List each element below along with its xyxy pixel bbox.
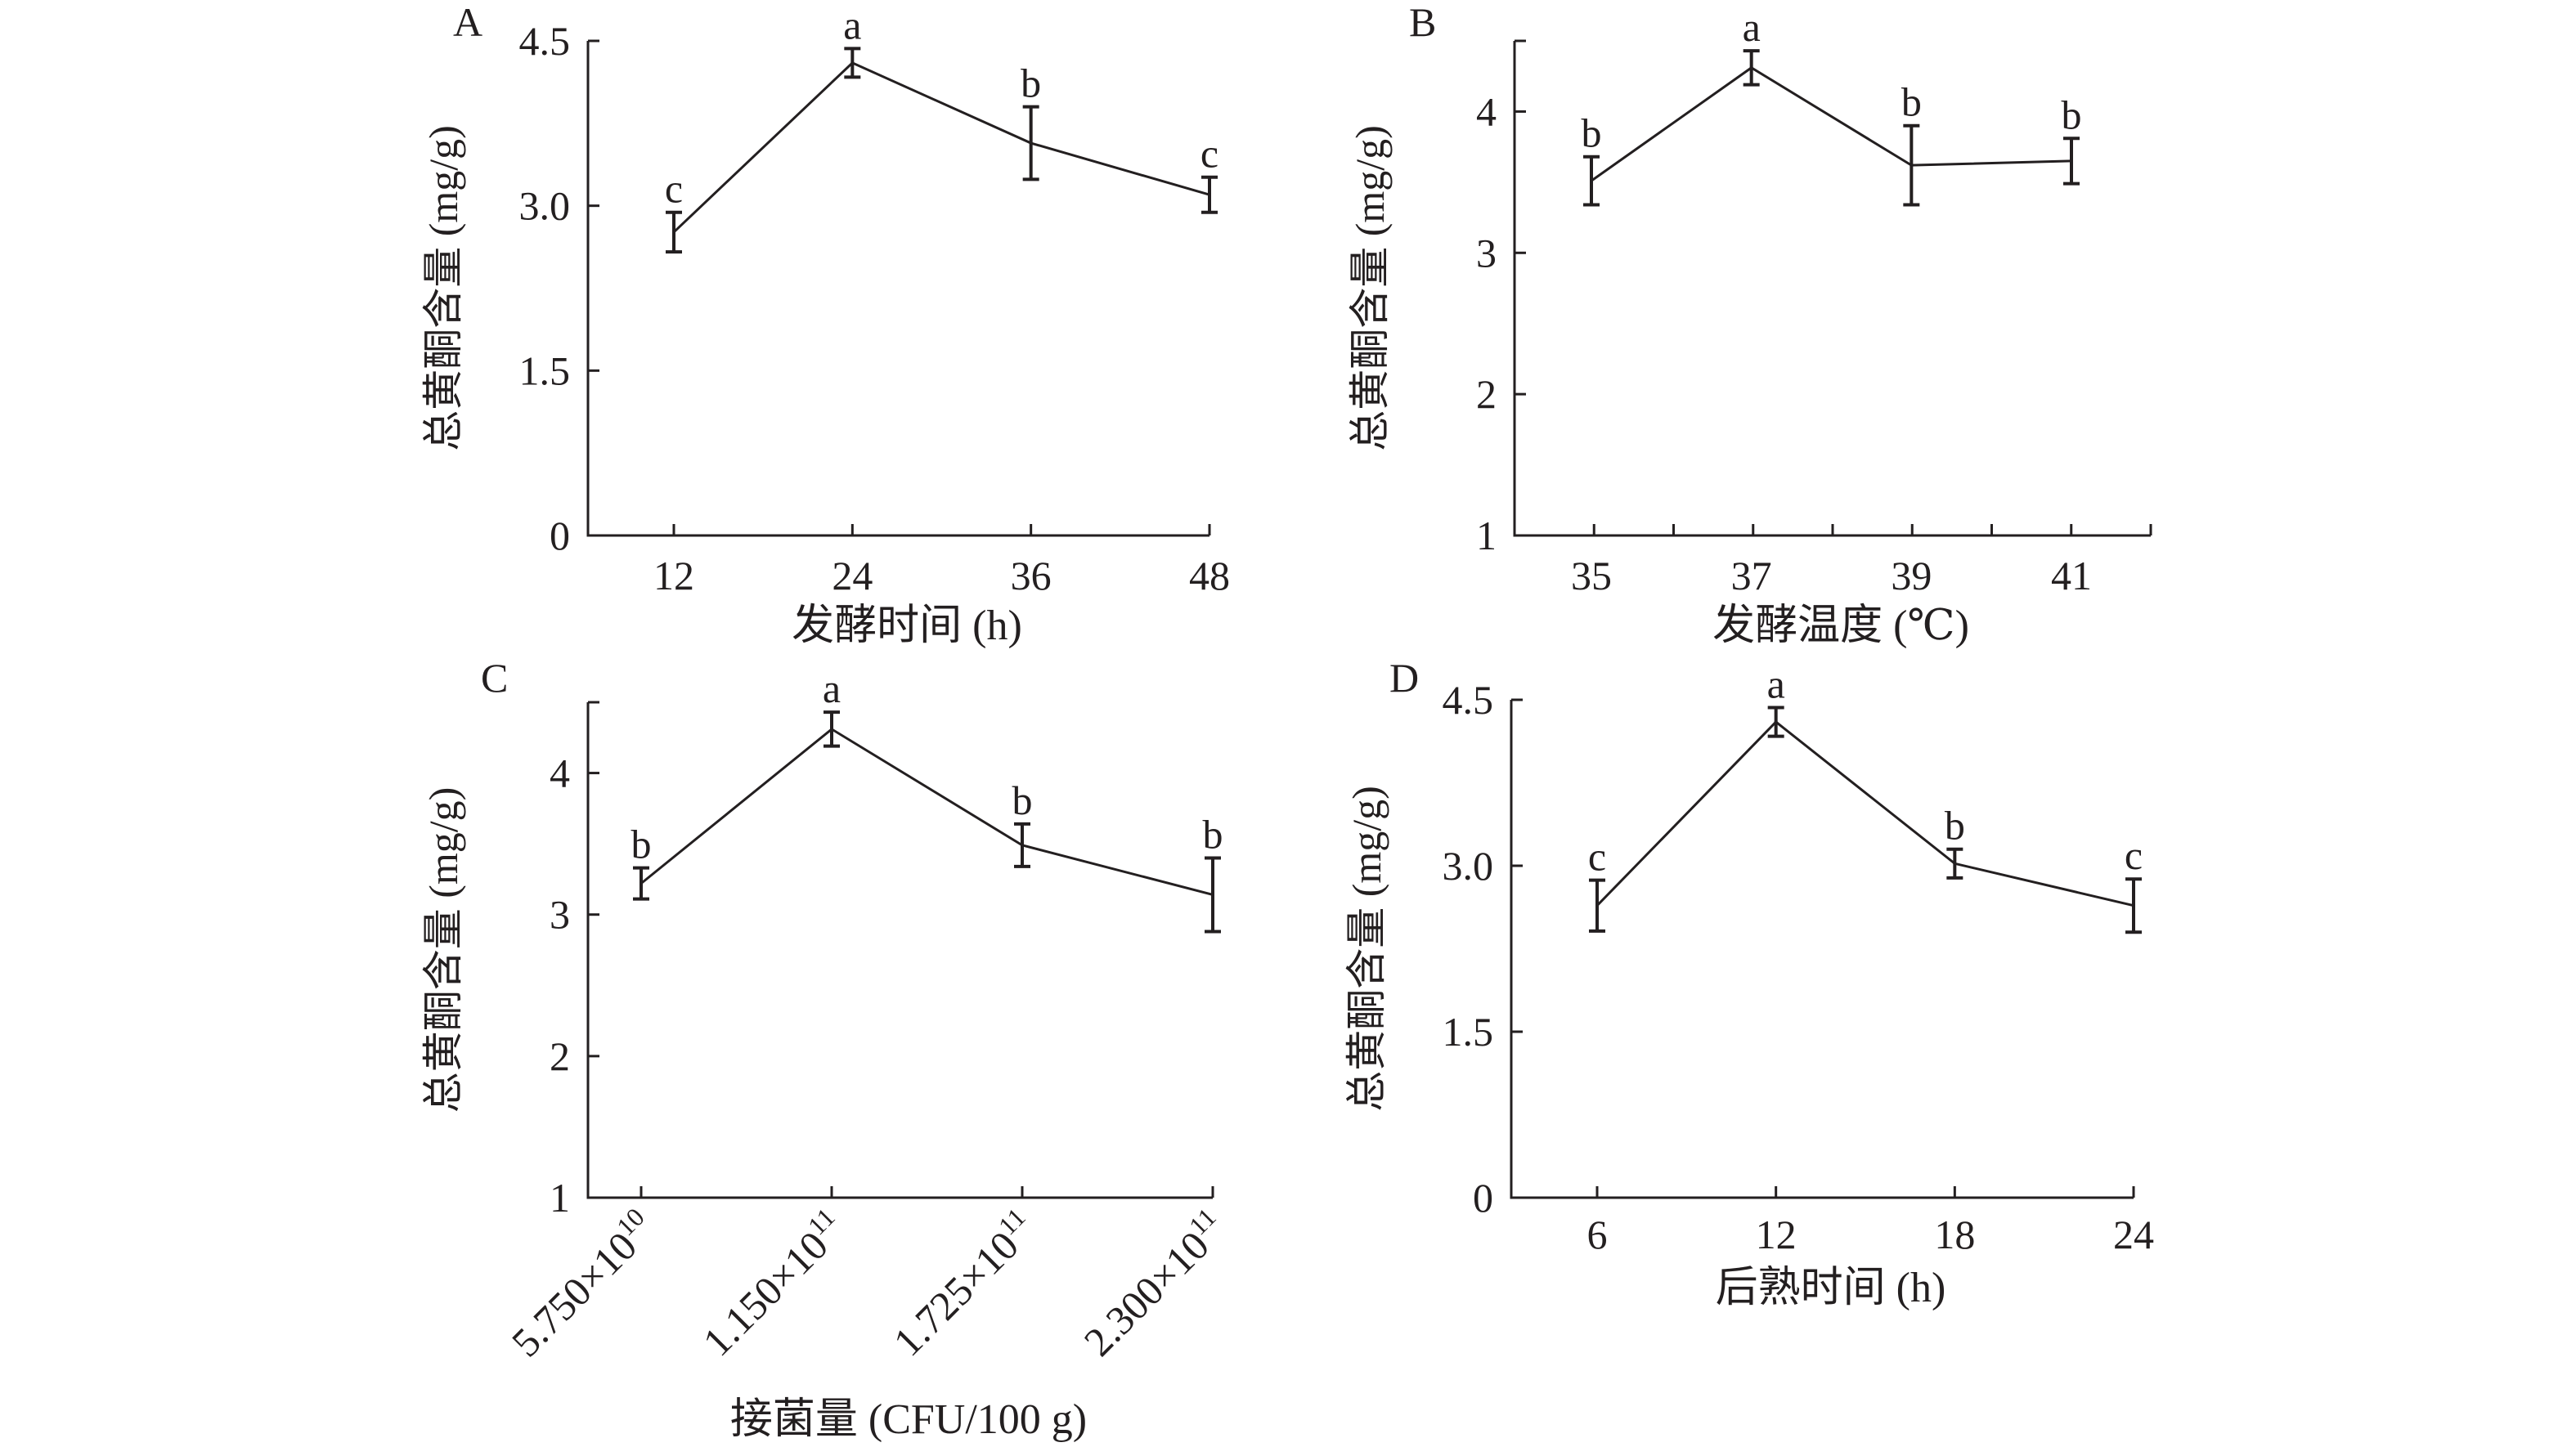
significance-letter: a <box>843 2 861 47</box>
data-point <box>2070 159 2073 163</box>
x-tick-label: 39 <box>1891 553 1932 598</box>
y-axis-label: 总黄酮含量 (mg/g) <box>1344 786 1389 1112</box>
series-line <box>672 61 1210 234</box>
y-tick-label: 1.5 <box>1443 1009 1494 1055</box>
y-axis-label: 总黄酮含量 (mg/g) <box>420 787 466 1113</box>
y-tick-label: 1 <box>550 1175 570 1221</box>
panel-d: D 0 1.5 3.0 4.5 总黄酮含量 (mg/g) 6 12 18 24 后熟时间 (h) c a… <box>1344 655 2154 1311</box>
x-tick-label: 41 <box>2051 553 2092 598</box>
significance-letter: c <box>665 166 683 212</box>
significance-letter: c <box>2125 832 2143 878</box>
panel-label: A <box>453 0 482 45</box>
y-tick-label: 3 <box>1476 230 1497 276</box>
x-tick-base: 2.300×10 <box>1075 1222 1218 1364</box>
data-point <box>1021 843 1024 847</box>
panel-a: A 0 1.5 3.0 4.5 总黄酮含量 (mg/g) 12 24 36 48 发酵时间 (h) c… <box>420 0 1230 649</box>
x-axis-label: 发酵时间 (h) <box>792 603 1022 649</box>
series-line <box>1591 66 2072 182</box>
data-point <box>1774 720 1778 724</box>
y-tick-label: 4.5 <box>1443 677 1494 723</box>
x-tick-base: 1.150×10 <box>694 1222 837 1364</box>
data-point <box>1953 862 1957 866</box>
x-tick-label: 2.300×1011 <box>1073 1202 1236 1364</box>
y-tick-label: 4 <box>1476 88 1497 134</box>
panel-label: D <box>1389 655 1419 701</box>
x-tick-label: 48 <box>1189 553 1230 598</box>
data-point <box>1749 65 1753 69</box>
x-tick-label: 18 <box>1934 1212 1975 1257</box>
axis-lines <box>1510 700 2134 1199</box>
significance-letter: b <box>1945 803 1965 849</box>
x-tick-label: 35 <box>1571 553 1612 598</box>
significance-letter: b <box>1203 811 1223 857</box>
significance-letter: b <box>1021 60 1041 106</box>
y-tick-label: 3 <box>550 892 570 938</box>
data-point <box>640 881 643 885</box>
y-axis-label: 总黄酮含量 (mg/g) <box>420 125 466 451</box>
axis-lines <box>586 41 1209 537</box>
x-axis-label: 发酵温度 (℃) <box>1712 603 1969 649</box>
x-tick-label: 24 <box>832 553 873 598</box>
data-point <box>850 60 855 65</box>
data-point <box>1211 893 1214 897</box>
panel-b: B 1 2 3 4 总黄酮含量 (mg/g) 35 37 39 41 发酵温度 (℃) b a b b <box>1347 0 2152 649</box>
x-tick-base: 1.725×10 <box>885 1222 1027 1364</box>
series-line <box>640 728 1214 896</box>
significance-letter: a <box>1767 661 1785 706</box>
panel-label: B <box>1409 0 1436 45</box>
significance-letter: b <box>1012 777 1033 823</box>
significance-letter: c <box>1200 131 1218 177</box>
panel-label: C <box>481 655 508 701</box>
x-tick-label: 37 <box>1731 553 1772 598</box>
data-point <box>1595 903 1599 907</box>
significance-letter: b <box>1901 79 1922 125</box>
x-tick-base: 5.750×10 <box>503 1223 645 1365</box>
panel-c: C 1 2 3 4 总黄酮含量 (mg/g) 5.750×10101.150×10111.7… <box>420 655 1236 1443</box>
y-tick-label: 1.5 <box>519 347 571 393</box>
x-tick-label: 12 <box>1756 1212 1797 1257</box>
axis-lines <box>1513 41 2151 537</box>
x-tick-label: 12 <box>653 553 694 598</box>
data-point <box>1208 193 1211 197</box>
significance-letter: c <box>1588 834 1606 880</box>
x-axis-label: 接菌量 (CFU/100 g) <box>730 1396 1087 1443</box>
data-point <box>2132 903 2135 907</box>
data-point <box>1910 164 1914 168</box>
y-tick-label: 3.0 <box>1443 843 1494 889</box>
x-tick-label: 36 <box>1011 553 1052 598</box>
significance-letter: a <box>1743 4 1761 50</box>
y-axis-label: 总黄酮含量 (mg/g) <box>1347 125 1393 451</box>
x-tick-label: 6 <box>1587 1212 1608 1257</box>
y-tick-label: 0 <box>550 513 570 558</box>
y-tick-label: 4.5 <box>519 18 571 64</box>
series-line <box>1595 720 2134 907</box>
x-tick-label: 1.725×1011 <box>882 1202 1045 1364</box>
y-tick-label: 2 <box>1476 371 1497 417</box>
x-axis-label: 后熟时间 (h) <box>1716 1265 1946 1311</box>
data-point <box>672 230 675 234</box>
x-tick-label: 5.750×1010 <box>500 1202 664 1365</box>
y-tick-label: 2 <box>550 1033 570 1079</box>
x-tick-label: 24 <box>2113 1212 2154 1257</box>
axis-lines <box>586 702 1213 1199</box>
y-tick-label: 3.0 <box>519 183 571 229</box>
significance-letter: b <box>2062 92 2082 137</box>
y-tick-label: 1 <box>1476 513 1497 558</box>
significance-letter: a <box>823 665 841 711</box>
y-tick-label: 0 <box>1473 1175 1493 1221</box>
y-tick-label: 4 <box>550 750 570 796</box>
data-point <box>1029 141 1033 146</box>
data-point <box>1590 179 1593 183</box>
significance-letter: b <box>1582 110 1602 156</box>
significance-letter: b <box>631 822 652 867</box>
data-point <box>830 727 833 731</box>
x-tick-label: 1.150×1011 <box>692 1202 855 1364</box>
